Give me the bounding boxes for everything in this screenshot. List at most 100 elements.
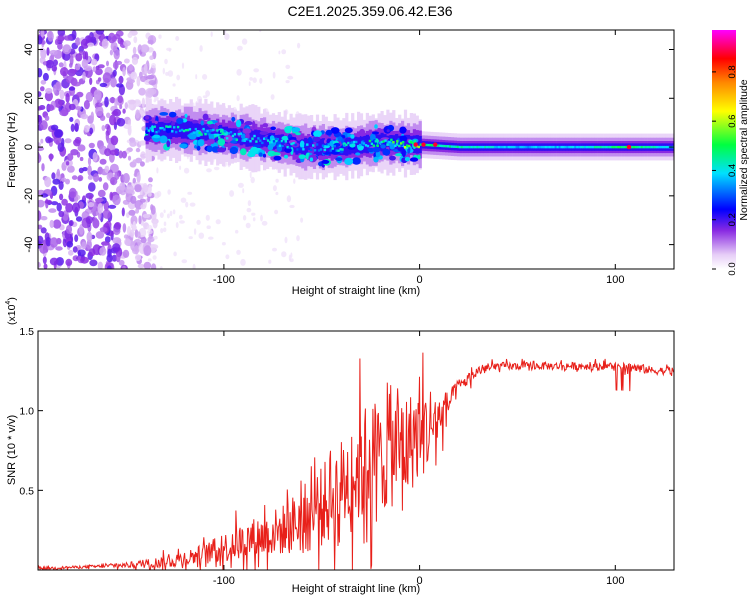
ridge-core: [296, 148, 299, 151]
noise-blob: [129, 140, 137, 147]
noise-blob: [54, 98, 63, 109]
noise-blob: [119, 104, 123, 110]
ridge-core: [378, 141, 381, 145]
ridge-core: [337, 149, 340, 152]
noise-blob: [135, 157, 143, 164]
noise-blob: [151, 62, 156, 69]
noise-blob: [104, 148, 112, 157]
ridge-core: [176, 125, 180, 129]
noise-blob: [52, 178, 61, 185]
noise-blob: [281, 251, 287, 258]
noise-blob: [156, 167, 159, 174]
ridge-core: [394, 144, 397, 147]
noise-blob: [52, 219, 62, 229]
ridge-core: [644, 145, 647, 149]
noise-blob: [97, 140, 102, 147]
noise-blob: [163, 209, 166, 214]
ridge-core: [405, 144, 409, 147]
ridge-core: [660, 145, 663, 149]
noise-blob: [275, 178, 279, 183]
ridge-core: [186, 128, 190, 132]
ridge-core: [310, 148, 313, 152]
noise-blob: [172, 209, 176, 215]
noise-blob: [178, 214, 183, 220]
x-tick-label: 100: [606, 575, 624, 587]
ridge-core: [439, 144, 442, 147]
ridge-core: [212, 128, 215, 132]
snr-xlabel: Height of straight line (km): [292, 583, 420, 595]
noise-blob: [110, 135, 119, 146]
ridge-cell: [354, 136, 358, 155]
noise-blob: [97, 77, 102, 82]
noise-blob: [92, 66, 97, 73]
ridge-core: [241, 139, 244, 142]
snr-background: [38, 331, 674, 570]
noise-blob: [38, 91, 42, 97]
ridge-blob: [291, 127, 301, 133]
ridge-blob: [202, 113, 209, 121]
ridge-core: [237, 133, 240, 136]
ridge-blob: [355, 152, 361, 156]
noise-blob: [147, 39, 154, 45]
ridge-core: [664, 145, 667, 149]
ridge-core: [374, 140, 377, 143]
noise-blob: [147, 192, 152, 197]
ridge-core: [149, 127, 152, 130]
noise-blob: [64, 102, 72, 113]
noise-blob: [152, 255, 157, 260]
noise-blob: [68, 249, 74, 256]
ridge-core: [484, 145, 487, 149]
ridge-cell: [236, 129, 240, 144]
x-tick-label: -100: [213, 575, 235, 587]
noise-blob: [75, 37, 81, 46]
ridge-blob: [272, 152, 281, 156]
ridge-core: [480, 145, 483, 149]
noise-blob: [49, 257, 59, 266]
ridge-blob: [258, 152, 263, 157]
noise-blob: [166, 213, 170, 219]
ridge-core: [194, 127, 197, 131]
ridge-blob: [168, 111, 177, 118]
ridge-core: [488, 145, 491, 149]
noise-blob: [208, 236, 214, 240]
noise-blob: [143, 261, 152, 269]
ridge-blob: [200, 120, 204, 126]
noise-blob: [198, 232, 205, 239]
ridge-core: [517, 145, 520, 149]
ridge-core: [419, 143, 422, 146]
noise-blob: [57, 30, 66, 37]
ridge-blob: [262, 153, 267, 158]
ridge-blob: [330, 127, 340, 134]
noise-blob: [253, 68, 260, 73]
ridge-core: [376, 144, 379, 147]
y-tick-label: 0.5: [19, 485, 34, 497]
noise-blob: [167, 70, 174, 77]
ridge-core: [308, 147, 311, 151]
ridge-core: [347, 141, 350, 145]
ridge-core: [597, 145, 601, 149]
ridge-core: [325, 143, 329, 146]
ridge-cell: [345, 137, 349, 156]
ridge-core: [386, 143, 389, 146]
noise-blob: [131, 56, 139, 65]
ridge-blob: [262, 123, 269, 128]
noise-blob: [87, 175, 93, 180]
ridge-core: [353, 140, 356, 144]
ridge-core: [210, 129, 213, 132]
colorbar-tick-label: 0.0: [727, 262, 738, 275]
ridge-core: [482, 145, 485, 149]
noise-blob: [139, 198, 146, 203]
ridge-blob: [154, 120, 158, 125]
ridge-core: [198, 131, 201, 135]
ridge-core: [621, 145, 624, 149]
ridge-core: [175, 130, 178, 134]
ridge-core: [400, 142, 403, 145]
noise-blob: [77, 175, 84, 181]
ridge-core: [392, 141, 395, 144]
ridge-core: [202, 127, 205, 131]
noise-blob: [79, 224, 84, 235]
ridge-core: [214, 135, 217, 138]
noise-blob: [236, 95, 240, 102]
ridge-core: [327, 143, 330, 146]
